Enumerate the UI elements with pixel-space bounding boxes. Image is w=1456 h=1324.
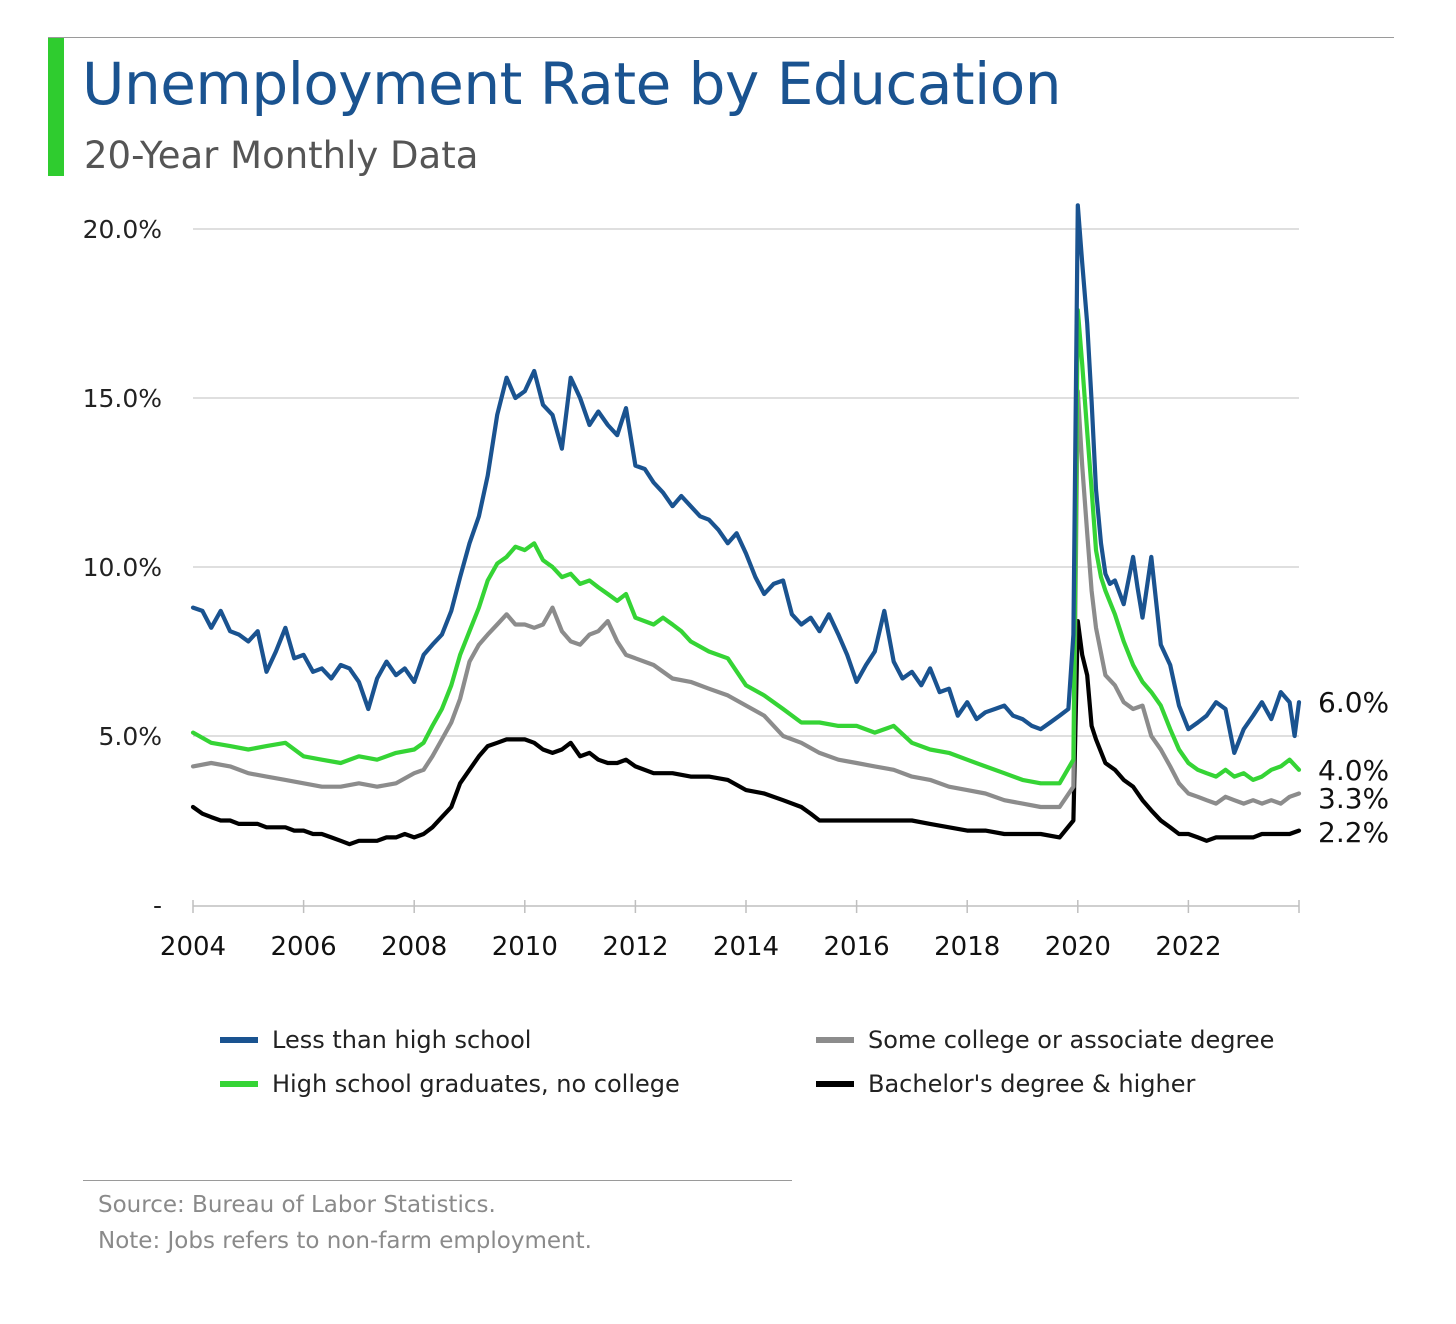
legend-item: Less than high school <box>220 1026 531 1054</box>
legend-item: High school graduates, no college <box>220 1070 680 1098</box>
x-tick-label: 2008 <box>381 932 447 962</box>
top-rule <box>48 37 1394 38</box>
axis-layer: - 5.0% 10.0% 15.0% 20.0% 2004 2006 2008 2010 2012… <box>83 215 1300 962</box>
legend-label: Some college or associate degree <box>868 1026 1275 1054</box>
legend-label: High school graduates, no college <box>272 1070 680 1098</box>
end-value-label: 2.2% <box>1318 816 1389 849</box>
legend-label: Less than high school <box>272 1026 532 1054</box>
end-value-label: 3.3% <box>1318 782 1389 815</box>
label-layer: 6.0% 4.0%3.3%2.2% <box>1318 686 1389 849</box>
chart-subtitle: 20-Year Monthly Data <box>84 134 479 177</box>
x-tick-label: 2022 <box>1155 932 1221 962</box>
legend-swatch <box>816 1081 854 1087</box>
series-line-high-school-graduates-no-college <box>190 308 1302 786</box>
end-value-label: 6.0% <box>1318 686 1389 719</box>
x-tick-label: 2014 <box>713 932 779 962</box>
series-layer <box>190 203 1302 847</box>
source-rule <box>83 1180 792 1181</box>
end-value-label: 4.0% <box>1318 754 1389 787</box>
line-chart: - 5.0% 10.0% 15.0% 20.0% 2004 2006 2008 2010 2012… <box>83 203 1389 962</box>
legend-swatch <box>220 1081 258 1087</box>
y-tick-label: 10.0% <box>83 553 162 582</box>
chart-title: Unemployment Rate by Education <box>82 50 1062 118</box>
legend-item: Some college or associate degree <box>816 1026 1274 1054</box>
y-tick-label: - <box>153 891 162 920</box>
x-tick-label: 2010 <box>492 932 558 962</box>
x-tick-label: 2012 <box>602 932 668 962</box>
x-tick-label: 2018 <box>934 932 1000 962</box>
y-tick-label: 5.0% <box>98 722 162 751</box>
series-line-some-college-or-associate-degree <box>190 389 1302 810</box>
note-text: Note: Jobs refers to non-farm employment… <box>98 1228 592 1254</box>
x-tick-label: 2006 <box>271 932 337 962</box>
series-line-bachelor-s-degree-higher <box>190 619 1302 847</box>
grid-layer <box>193 228 1299 737</box>
y-tick-label: 15.0% <box>83 384 162 413</box>
title-accent-bar <box>48 38 64 176</box>
legend-item: Bachelor's degree & higher <box>816 1070 1195 1098</box>
source-text: Source: Bureau of Labor Statistics. <box>98 1192 496 1218</box>
x-tick-label: 2004 <box>160 932 226 962</box>
x-tick-label: 2016 <box>824 932 890 962</box>
series-line-less-than-high-school <box>190 203 1302 755</box>
legend-label: Bachelor's degree & higher <box>868 1070 1196 1098</box>
x-tick-label: 2020 <box>1045 932 1111 962</box>
legend-swatch <box>220 1037 258 1043</box>
legend-swatch <box>816 1037 854 1043</box>
y-tick-label: 20.0% <box>83 215 162 244</box>
